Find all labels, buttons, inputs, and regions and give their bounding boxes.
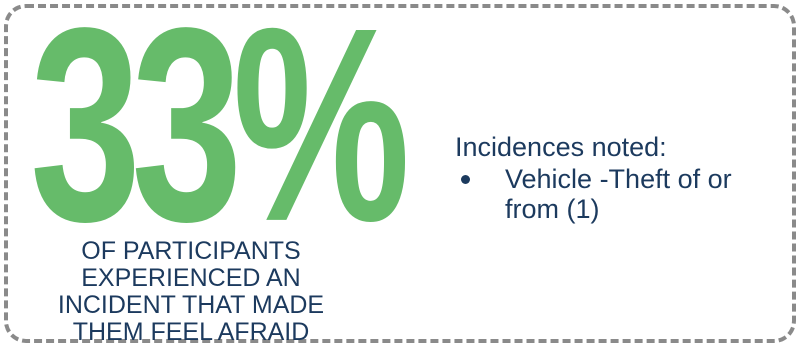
stat-caption-line: THEM FEEL AFRAID (72, 318, 310, 346)
stat-caption-line: INCIDENT THAT MADE (57, 291, 325, 319)
bullet-icon (461, 175, 470, 184)
stat-caption-line: OF PARTICIPANTS (81, 237, 301, 265)
incidents-panel: Incidences noted: Vehicle -Theft of or f… (455, 132, 775, 224)
incidents-list: Vehicle -Theft of or from (1) (455, 164, 775, 224)
stat-block: 33% OF PARTICIPANTS EXPERIENCED AN INCID… (30, 0, 410, 350)
stat-percent: 33% (30, 0, 410, 280)
incidents-heading: Incidences noted: (455, 132, 667, 162)
stat-caption: OF PARTICIPANTS EXPERIENCED AN INCIDENT … (32, 238, 350, 346)
stat-caption-line: EXPERIENCED AN (81, 264, 301, 292)
incident-label: Vehicle -Theft of or from (1) (505, 164, 732, 224)
incident-item: Vehicle -Theft of or from (1) (455, 164, 775, 224)
stat-card: 33% OF PARTICIPANTS EXPERIENCED AN INCID… (4, 0, 796, 346)
